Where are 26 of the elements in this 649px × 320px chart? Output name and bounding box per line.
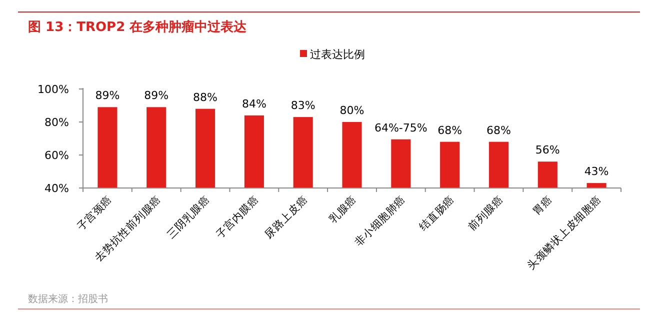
data-label: 43%	[584, 165, 609, 178]
data-label: 56%	[535, 144, 560, 157]
x-tick-label: 前列腺癌	[466, 192, 506, 234]
data-label: 68%	[486, 124, 511, 137]
x-tick-label: 三阴乳腺癌	[164, 192, 212, 242]
source-note: 数据来源：招股书	[28, 293, 108, 305]
x-tick-label: 子宫内膜癌	[213, 192, 262, 242]
data-label: 88%	[193, 90, 218, 104]
annotation: 64%-75%	[374, 121, 428, 134]
data-label: 80%	[340, 104, 364, 117]
data-label: 89%	[144, 89, 169, 102]
x-tick-label: 子宫颈癌	[74, 192, 115, 234]
x-tick-label: 胃癌	[530, 192, 555, 218]
legend-label: 过表达比例	[310, 48, 365, 61]
data-label: 89%	[95, 89, 120, 102]
x-tick-label: 乳腺癌	[326, 192, 360, 226]
chart-title: 图 13：TROP2 在多种肿瘤中过表达	[28, 19, 248, 35]
x-tick-label: 结直肠癌	[416, 192, 457, 234]
data-label: 83%	[290, 99, 316, 112]
y-tick-label: 60%	[44, 149, 69, 162]
data-label: 84%	[242, 97, 266, 110]
y-tick-label: 100%	[38, 83, 69, 96]
y-tick-label: 40%	[44, 182, 69, 195]
data-label: 68%	[438, 124, 462, 137]
y-tick-label: 80%	[44, 116, 69, 129]
x-tick-label: 尿路上皮癌	[262, 192, 310, 242]
